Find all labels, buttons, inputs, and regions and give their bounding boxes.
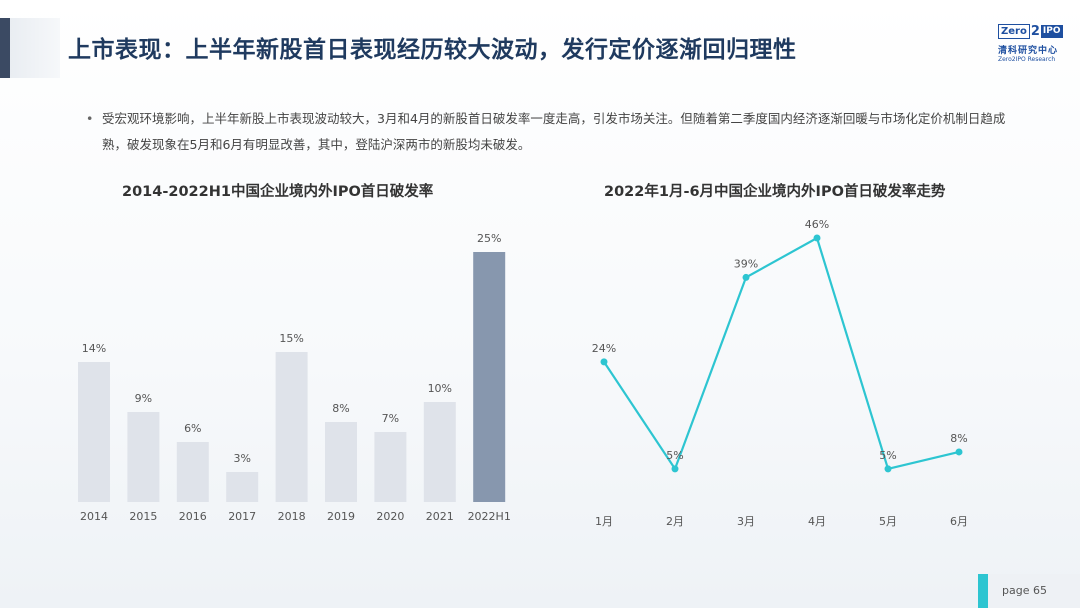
bar-value-label: 3% — [233, 452, 250, 465]
footer-box — [988, 574, 1080, 608]
bar-value-label: 10% — [428, 382, 452, 395]
line-point-6月 — [955, 448, 963, 456]
title-bar — [0, 18, 1080, 78]
logo-chinese-name: 清科研究中心 — [998, 46, 1059, 56]
line-category-label: 4月 — [808, 515, 826, 528]
point-value-label: 5% — [666, 449, 683, 462]
bar-category-label: 2018 — [278, 510, 306, 523]
line-point-1月 — [600, 358, 608, 366]
bar-2020 — [374, 432, 407, 502]
bar-value-label: 25% — [477, 232, 501, 245]
logo-zero-text: Zero — [998, 23, 1030, 39]
bar-2019 — [325, 422, 357, 502]
bar-value-label: 6% — [184, 422, 201, 435]
zero2ipo-logo: Zero 2 IPO 清科研究中心 Zero2IPO Research — [998, 22, 1063, 68]
bar-category-label: 2016 — [179, 510, 207, 523]
line-point-5月 — [884, 465, 892, 473]
logo-english-name: Zero2IPO Research — [998, 56, 1056, 63]
title-shade — [10, 18, 60, 78]
line-point-4月 — [813, 234, 821, 242]
line-chart: 24% 1月 5% 2月 39% 3月 46% 4月 5% 5月 8% 6月 — [592, 218, 968, 528]
bar-2018 — [275, 352, 308, 502]
bar-category-label: 2015 — [129, 510, 157, 523]
page-title: 上市表现：上半年新股首日表现经历较大波动，发行定价逐渐回归理性 — [68, 37, 797, 63]
bar-category-label: 2022H1 — [468, 510, 511, 523]
logo-ipo-text: IPO — [1040, 24, 1063, 38]
point-value-label: 39% — [734, 257, 758, 270]
summary-text: 受宏观环境影响，上半年新股上市表现波动较大，3月和4月的新股首日破发率一度走高，… — [102, 111, 1006, 152]
bar-2022H1 — [473, 252, 506, 502]
line-category-label: 3月 — [737, 515, 755, 528]
bar-category-label: 2020 — [376, 510, 404, 523]
bar-value-label: 7% — [382, 412, 399, 425]
bar-category-label: 2019 — [327, 510, 355, 523]
bar-chart: 14% 2014 9% 2015 6% 2016 3% 2017 15% 2018 8% 2019 7%… — [78, 232, 511, 523]
bar-category-label: 2021 — [426, 510, 454, 523]
bar-chart-title: 2014-2022H1中国企业境内外IPO首日破发率 — [122, 184, 434, 200]
logo-two-text: 2 — [1030, 23, 1040, 39]
page-footer: page 65 — [978, 574, 1080, 608]
summary-paragraph: • 受宏观环境影响，上半年新股上市表现波动较大，3月和4月的新股首日破发率一度走… — [86, 106, 1006, 158]
bar-2021 — [423, 402, 456, 502]
page-number: page 65 — [1002, 584, 1047, 597]
bar-2016 — [176, 442, 209, 502]
bar-value-label: 14% — [82, 342, 106, 355]
line-category-label: 6月 — [950, 515, 968, 528]
bar-value-label: 8% — [332, 402, 349, 415]
line-category-label: 2月 — [666, 515, 684, 528]
line-point-3月 — [742, 273, 750, 281]
line-point-2月 — [671, 465, 679, 473]
bar-category-label: 2014 — [80, 510, 108, 523]
bullet-dot: • — [86, 111, 94, 126]
bar-2015 — [127, 412, 160, 502]
point-value-label: 5% — [879, 449, 896, 462]
point-value-label: 46% — [805, 218, 829, 231]
line-chart-title: 2022年1月-6月中国企业境内外IPO首日破发率走势 — [604, 184, 946, 200]
bar-2017 — [226, 472, 259, 502]
line-category-label: 1月 — [595, 515, 613, 528]
point-value-label: 24% — [592, 342, 616, 355]
title-accent-bar — [0, 18, 10, 78]
line-category-label: 5月 — [879, 515, 897, 528]
bar-2014 — [78, 362, 110, 502]
bar-value-label: 15% — [279, 332, 303, 345]
bar-value-label: 9% — [135, 392, 152, 405]
point-value-label: 8% — [950, 432, 967, 445]
bar-category-label: 2017 — [228, 510, 256, 523]
line-series — [603, 236, 960, 472]
footer-accent-strip — [978, 574, 988, 608]
